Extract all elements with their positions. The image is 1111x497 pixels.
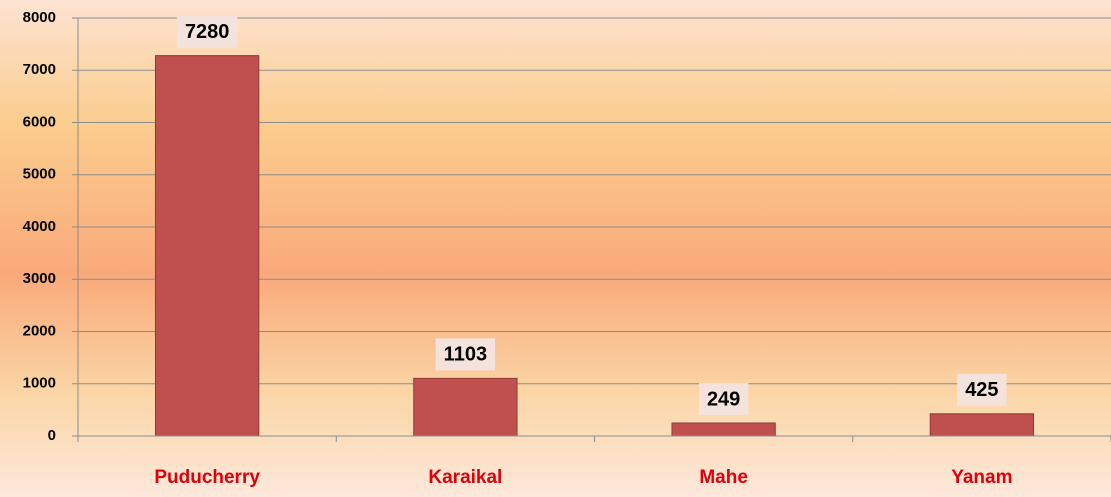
data-label-box <box>435 338 496 371</box>
bar <box>929 413 1035 437</box>
y-tick-label: 3000 <box>23 270 56 287</box>
data-label: 1103 <box>444 344 487 366</box>
y-tick-label: 5000 <box>23 166 56 183</box>
y-tick-label: 6000 <box>23 113 56 130</box>
data-label: 425 <box>965 379 998 401</box>
data-label: 7280 <box>185 21 230 43</box>
y-tick-label: 8000 <box>23 9 56 26</box>
x-tick-label: Karaikal <box>428 467 502 488</box>
data-label-box <box>957 373 1007 406</box>
y-tick-label: 7000 <box>23 61 56 78</box>
data-label: 249 <box>707 388 740 410</box>
y-tick-label: 2000 <box>23 322 56 339</box>
x-tick-label: Yanam <box>951 467 1012 488</box>
x-tick-label: Puducherry <box>154 467 260 488</box>
bar <box>154 55 260 437</box>
y-tick-label: 0 <box>48 427 56 444</box>
x-tick-label: Mahe <box>699 467 748 488</box>
y-tick-label: 4000 <box>23 218 56 235</box>
plot-area: 0 1000 2000 3000 4000 5000 6000 7000 8000 Puduche… <box>23 9 1111 488</box>
bar <box>671 422 776 437</box>
data-label-box <box>176 15 238 48</box>
data-label-box <box>698 382 749 415</box>
y-tick-label: 1000 <box>23 375 56 392</box>
bar <box>413 377 518 437</box>
